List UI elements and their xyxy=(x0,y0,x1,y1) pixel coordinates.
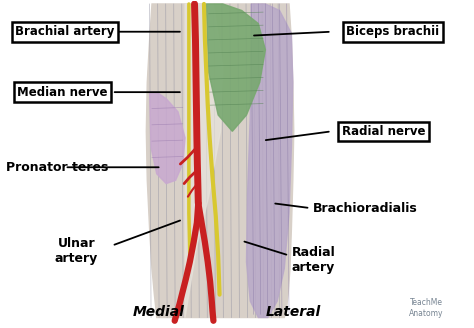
Text: Brachioradialis: Brachioradialis xyxy=(313,202,418,215)
Polygon shape xyxy=(185,4,223,318)
Polygon shape xyxy=(146,4,294,318)
Text: Radial nerve: Radial nerve xyxy=(342,125,425,138)
Text: Ulnar
artery: Ulnar artery xyxy=(55,236,98,265)
Text: Brachial artery: Brachial artery xyxy=(15,25,114,38)
Text: Biceps brachii: Biceps brachii xyxy=(346,25,439,38)
Text: Median nerve: Median nerve xyxy=(17,86,108,99)
Polygon shape xyxy=(206,4,265,131)
Polygon shape xyxy=(246,4,293,318)
Text: Pronator teres: Pronator teres xyxy=(6,161,108,174)
Text: Radial
artery: Radial artery xyxy=(292,246,335,274)
Text: Lateral: Lateral xyxy=(266,305,321,319)
Polygon shape xyxy=(150,92,185,184)
Text: TeachMe
Anatomy: TeachMe Anatomy xyxy=(409,298,443,318)
Text: Medial: Medial xyxy=(133,305,185,319)
